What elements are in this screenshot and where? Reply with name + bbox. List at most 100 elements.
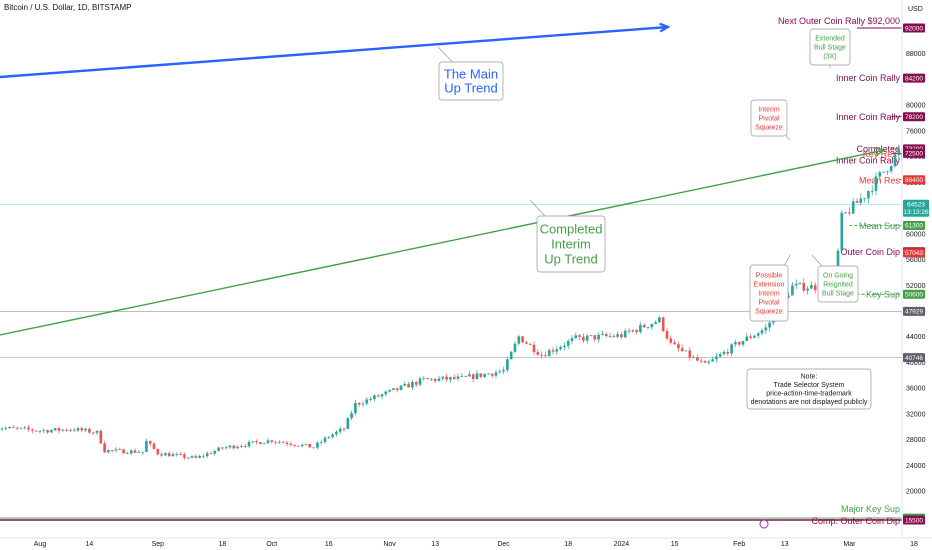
candle-body	[483, 373, 486, 377]
candle-body	[559, 347, 562, 350]
x-tick-label: 18	[910, 541, 918, 548]
annotation-text: (3X)	[823, 53, 836, 60]
candle-body	[578, 335, 581, 337]
candle-body	[31, 429, 34, 431]
level-badge-text: 50600	[905, 292, 923, 299]
annotation-box	[817, 265, 859, 303]
candle-body	[376, 395, 380, 397]
x-tick-label: Feb	[733, 541, 745, 548]
annotation-interim-pivotal: Interim Pivotal Squeeze	[750, 99, 791, 141]
candle-body	[889, 166, 893, 172]
candle-body	[863, 198, 866, 200]
annotation-text: On Going	[823, 272, 853, 279]
y-tick-label: 32000	[906, 411, 926, 418]
candle-body	[509, 351, 513, 360]
candle-body	[285, 442, 289, 445]
candle-body	[69, 430, 72, 432]
candle-body	[190, 456, 194, 458]
candle-body	[255, 441, 258, 443]
candle-body	[243, 446, 247, 447]
candle-body	[156, 448, 160, 455]
candle-body	[806, 288, 809, 291]
candle-body	[53, 428, 57, 431]
candle-body	[236, 446, 239, 449]
candle-body	[642, 324, 646, 328]
candle-body	[756, 333, 760, 336]
annotation-text: Squeeze	[755, 124, 783, 131]
candle-body	[42, 430, 46, 431]
candle-body	[460, 376, 464, 377]
level-badge	[903, 148, 925, 158]
candle-body	[749, 336, 752, 338]
candle-body	[764, 327, 768, 331]
x-tick-label: 16	[325, 541, 333, 548]
candle-body	[528, 343, 532, 345]
candle-body	[281, 441, 285, 443]
candle-body	[521, 336, 524, 343]
annotation-box	[438, 61, 504, 101]
candle-body	[612, 335, 616, 337]
candle-body	[844, 212, 847, 214]
candle-body	[23, 427, 27, 429]
annotation-text: Interim	[758, 290, 780, 297]
candle-body	[361, 403, 365, 405]
candle-body	[19, 427, 23, 429]
y-tick-label: 52000	[906, 283, 926, 290]
candle-body	[414, 382, 418, 385]
candle-body	[555, 349, 559, 352]
candle-body	[787, 295, 790, 298]
candle-body	[551, 350, 555, 352]
candle-body	[323, 437, 327, 443]
candle-body	[711, 359, 714, 362]
candle-body	[851, 201, 855, 214]
level-label: Outer Coin Dip	[840, 247, 900, 257]
candle-body	[593, 335, 597, 340]
candle-body	[217, 447, 220, 451]
candle-body	[673, 342, 676, 345]
candle-body	[304, 443, 308, 445]
annotation-box	[746, 368, 872, 410]
candle-body	[319, 442, 323, 443]
candle-body	[802, 282, 806, 291]
candle-body	[677, 344, 680, 349]
annotation-text: price-action-time-trademark	[766, 391, 852, 398]
candle-body	[506, 359, 509, 371]
level-label: Inner Coin Rally	[836, 155, 901, 165]
candle-body	[350, 413, 353, 419]
candle-body	[422, 378, 426, 379]
candle-body	[760, 330, 764, 334]
candle-body	[72, 430, 76, 432]
candle-body	[870, 190, 874, 192]
candle-body	[532, 344, 536, 353]
candle-body	[91, 432, 95, 434]
candle-body	[426, 378, 429, 380]
candle-body	[12, 426, 15, 428]
annotation-text: Reignited	[823, 281, 853, 288]
y-tick-label: 28000	[906, 437, 926, 444]
candle-body	[342, 428, 346, 430]
candle-body	[213, 450, 217, 454]
candle-body	[502, 370, 505, 372]
chart-title: Bitcoin / U.S. Dollar, 1D, BITSTAMP	[4, 3, 131, 12]
candle-body	[141, 451, 144, 453]
candle-body	[164, 453, 167, 456]
candle-body	[148, 440, 152, 444]
candle-body	[411, 382, 414, 388]
currency-label: USD	[908, 6, 923, 13]
trendlines	[0, 22, 886, 336]
candle-body	[794, 283, 798, 286]
y-tick-label: 36000	[906, 386, 926, 393]
candle-body	[129, 450, 133, 454]
candle-body	[730, 344, 733, 354]
level-badge-text: 57043	[905, 250, 923, 257]
candle-body	[354, 402, 357, 414]
candle-body	[715, 356, 718, 360]
level-badge-text: 61300	[905, 223, 923, 230]
candle-body	[175, 454, 179, 455]
annotation-extended-bull: Extended Bull Stage (3X)	[809, 28, 851, 68]
time-axis: Aug 14 Sep 18 Oct 16 Nov 13 Dec 18 2024 15 Feb 13 Mar 1…	[0, 519, 932, 548]
candle-body	[308, 443, 312, 448]
candle-body	[475, 373, 479, 379]
level-badge-text: 68400	[905, 177, 923, 184]
